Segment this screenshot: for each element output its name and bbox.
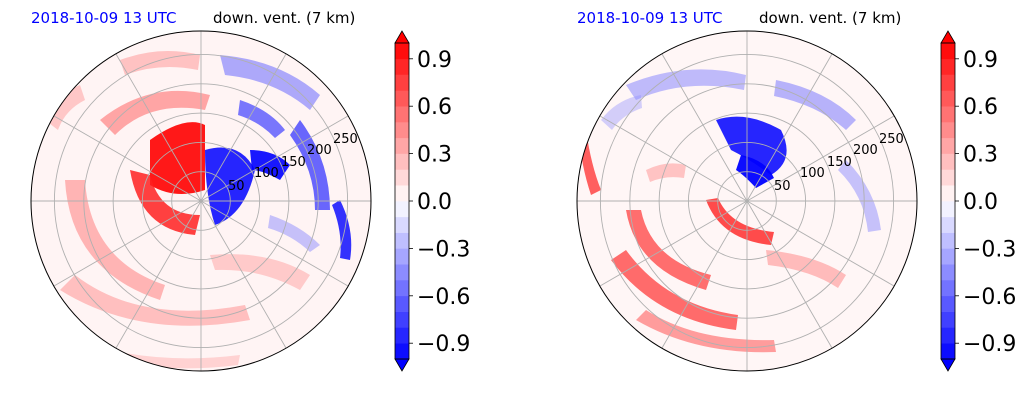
colorbar-swatch (941, 106, 955, 123)
radial-tick-label-250: 250 (879, 132, 904, 147)
colorbar-tick-label: 0.6 (963, 95, 998, 120)
colorbar-tick-label: −0.9 (417, 332, 470, 357)
colorbar-swatch (395, 264, 409, 281)
colorbar-swatch (395, 58, 409, 75)
colorbar-swatch (395, 311, 409, 328)
radial-tick-label-150: 150 (281, 155, 306, 170)
colorbar-swatch (941, 295, 955, 312)
radial-tick-labels: 50 100 150 200 250 (228, 132, 358, 194)
colorbar: 0.9 0.6 0.3 0.0 −0.3 −0.6 −0.9 (394, 30, 470, 372)
colorbar-swatch (941, 201, 955, 218)
radial-tick-label-250: 250 (333, 132, 358, 147)
colorbar-swatch (395, 232, 409, 249)
colorbar-swatch (941, 311, 955, 328)
plot-title-time: 2018-10-09 13 UTC (31, 9, 177, 27)
colorbar-swatch (941, 90, 955, 107)
colorbar-swatch (941, 232, 955, 249)
colorbar-swatch (941, 343, 955, 360)
colorbar: 0.9 0.6 0.3 0.0 −0.3 −0.6 −0.9 (940, 30, 1016, 372)
colorbar-swatch (941, 264, 955, 281)
colorbar-swatch (941, 43, 955, 60)
radial-tick-label-200: 200 (307, 143, 332, 158)
colorbar-swatch (941, 216, 955, 233)
polar-plot-right: 2018-10-09 13 UTC down. vent. (7 km) (546, 0, 1036, 401)
colorbar-tick-label: 0.9 (417, 48, 452, 73)
colorbar-swatch (941, 74, 955, 91)
colorbar-extend-bottom (394, 358, 410, 372)
colorbar-extend-bottom (940, 358, 956, 372)
colorbar-tick-label: 0.0 (417, 190, 452, 215)
colorbar-swatch (941, 280, 955, 297)
plot-title-field: down. vent. (7 km) (759, 9, 902, 27)
polar-grid (31, 31, 371, 371)
colorbar-swatch (941, 153, 955, 170)
colorbar-swatch (395, 327, 409, 344)
radial-tick-label-150: 150 (827, 155, 852, 170)
polar-chart-svg: 50 100 150 200 250 0.9 0.6 0.3 0.0 −0.3 −0.6 −… (576, 30, 1016, 372)
colorbar-swatch (395, 74, 409, 91)
colorbar-swatch (395, 90, 409, 107)
radial-tick-label-200: 200 (853, 143, 878, 158)
colorbar-tick-label: −0.6 (417, 285, 470, 310)
colorbar-swatch (395, 122, 409, 139)
colorbar-swatch (941, 185, 955, 202)
colorbar-swatch (941, 137, 955, 154)
colorbar-tick-label: −0.3 (417, 237, 470, 262)
radial-tick-label-100: 100 (800, 166, 825, 181)
polar-frame (576, 30, 918, 372)
colorbar-tick-label: 0.6 (417, 95, 452, 120)
colorbar-swatch (395, 153, 409, 170)
colorbar-tick-label: −0.6 (963, 285, 1016, 310)
colorbar-swatch (941, 327, 955, 344)
radial-tick-label-50: 50 (774, 179, 791, 194)
colorbar-tick-label: 0.3 (963, 143, 998, 168)
colorbar-ticks: 0.9 0.6 0.3 0.0 −0.3 −0.6 −0.9 (409, 48, 470, 357)
plot-title-time: 2018-10-09 13 UTC (577, 9, 723, 27)
colorbar-swatch (395, 185, 409, 202)
radial-tick-label-100: 100 (254, 166, 279, 181)
radial-tick-label-50: 50 (228, 179, 245, 194)
polar-grid (577, 31, 917, 371)
colorbar-tick-label: −0.9 (963, 332, 1016, 357)
colorbar-extend-top (394, 30, 410, 44)
colorbar-swatch (395, 216, 409, 233)
colorbar-tick-label: −0.3 (963, 237, 1016, 262)
colorbar-swatch (395, 137, 409, 154)
colorbar-swatches (941, 43, 955, 360)
colorbar-tick-label: 0.0 (963, 190, 998, 215)
plot-title-field: down. vent. (7 km) (213, 9, 356, 27)
colorbar-tick-label: 0.3 (417, 143, 452, 168)
polar-chart-svg: 50 100 150 200 250 0.9 0.6 0.3 0.0 −0.3 −0.6 −… (30, 30, 470, 372)
colorbar-swatch (395, 106, 409, 123)
colorbar-swatch (941, 122, 955, 139)
colorbar-extend-top (940, 30, 956, 44)
colorbar-swatches (395, 43, 409, 360)
colorbar-swatch (395, 248, 409, 265)
colorbar-swatch (941, 58, 955, 75)
colorbar-swatch (941, 169, 955, 186)
colorbar-swatch (395, 43, 409, 60)
colorbar-tick-label: 0.9 (963, 48, 998, 73)
polar-plot-left: 2018-10-09 13 UTC down. vent. (7 km) (30, 9, 470, 372)
colorbar-swatch (395, 280, 409, 297)
colorbar-swatch (395, 201, 409, 218)
colorbar-swatch (395, 295, 409, 312)
polar-frame (30, 30, 372, 372)
colorbar-ticks: 0.9 0.6 0.3 0.0 −0.3 −0.6 −0.9 (955, 48, 1016, 357)
colorbar-swatch (395, 169, 409, 186)
colorbar-swatch (395, 343, 409, 360)
colorbar-swatch (941, 248, 955, 265)
radial-tick-labels: 50 100 150 200 250 (774, 132, 904, 194)
